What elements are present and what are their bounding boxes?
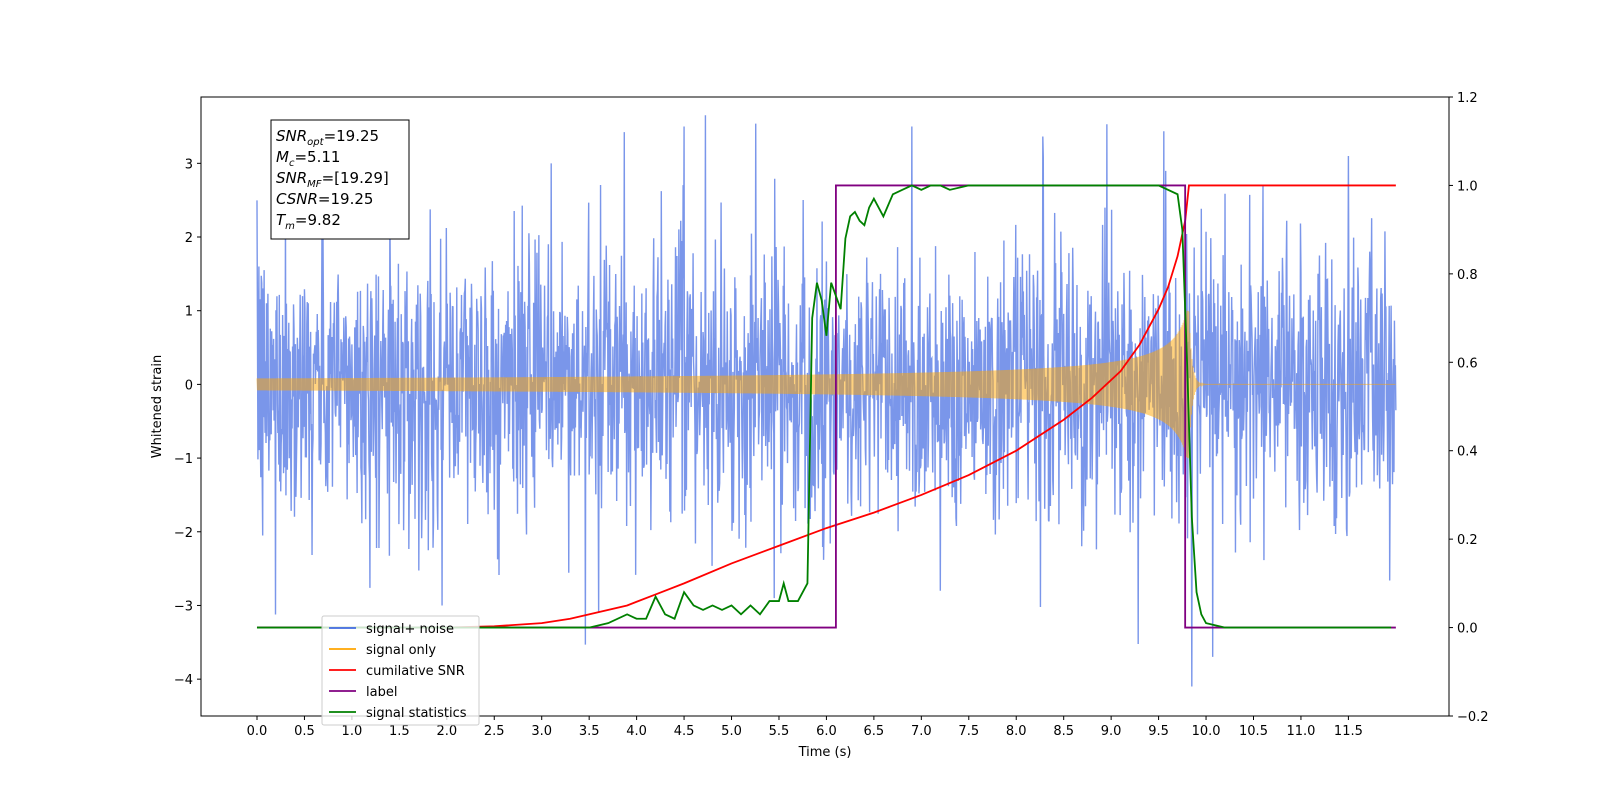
y2-tick-label: 1.0 <box>1457 179 1478 194</box>
x-tick-label: 11.5 <box>1334 724 1363 739</box>
x-tick-label: 0.0 <box>247 724 268 739</box>
y-tick-label: −4 <box>174 673 193 688</box>
legend-label: signal statistics <box>366 706 467 721</box>
x-tick-label: 9.0 <box>1101 724 1122 739</box>
y2-tick-label: 0.8 <box>1457 268 1478 283</box>
x-tick-label: 10.0 <box>1192 724 1221 739</box>
y-tick-label: −3 <box>174 599 193 614</box>
x-tick-label: 4.5 <box>674 724 695 739</box>
series-signal-statistics-line <box>256 184 1392 629</box>
legend: signal+ noise signal only cumilative SNR la… <box>321 615 480 726</box>
legend-label: cumilative SNR <box>366 664 465 679</box>
y2-tick-label: −0.2 <box>1457 710 1489 725</box>
x-tick-label: 3.5 <box>579 724 600 739</box>
y-axis-label: Whitened strain <box>150 355 165 458</box>
series-cumilative-snr-line <box>256 184 1396 629</box>
y-tick-label: 1 <box>185 305 193 320</box>
x-tick-label: 8.0 <box>1006 724 1027 739</box>
annotation-line: CSNR=19.25 <box>276 190 373 208</box>
annotation-line: SNRMF=[19.29] <box>276 169 389 190</box>
y-tick-label: 2 <box>185 231 193 246</box>
annotation-line: Mc=5.11 <box>276 148 340 169</box>
y2-tick-label: 0.2 <box>1457 533 1478 548</box>
stats-annotation-box: SNRopt=19.25Mc=5.11SNRMF=[19.29]CSNR=19.… <box>270 119 410 240</box>
y-tick-label: −1 <box>174 452 193 467</box>
y-axis-left: −4 −3 −2 −1 0 1 2 3 <box>174 157 201 688</box>
annotation-line: Tm=9.82 <box>276 211 341 232</box>
x-tick-label: 6.0 <box>816 724 837 739</box>
x-tick-label: 1.0 <box>342 724 363 739</box>
legend-label: label <box>366 685 397 700</box>
x-tick-label: 8.5 <box>1053 724 1074 739</box>
x-tick-label: 3.0 <box>531 724 552 739</box>
legend-label: signal only <box>366 643 436 658</box>
annotation-box-frame <box>270 119 410 240</box>
x-axis: 0.0 0.5 1.0 1.5 2.0 2.5 3.0 3.5 4.0 4.5 5.0 5.5 6.0 6… <box>247 716 1363 739</box>
y2-tick-label: 0.6 <box>1457 356 1478 371</box>
x-tick-label: 5.5 <box>769 724 790 739</box>
x-tick-label: 2.5 <box>484 724 505 739</box>
y2-tick-label: 1.2 <box>1457 91 1478 106</box>
y-tick-label: 3 <box>185 157 193 172</box>
x-axis-label: Time (s) <box>798 745 852 760</box>
x-tick-label: 0.5 <box>294 724 315 739</box>
x-tick-label: 9.5 <box>1148 724 1169 739</box>
y-tick-label: 0 <box>185 378 193 393</box>
series-signal-noise-line <box>256 115 1397 687</box>
x-tick-label: 7.0 <box>911 724 932 739</box>
x-tick-label: 4.0 <box>626 724 647 739</box>
annotation-line: SNRopt=19.25 <box>276 127 379 148</box>
x-tick-label: 2.0 <box>436 724 457 739</box>
y2-tick-label: 0.0 <box>1457 622 1478 637</box>
legend-label: signal+ noise <box>366 622 454 637</box>
series-signal-only-line <box>256 310 1396 459</box>
x-tick-label: 1.5 <box>389 724 410 739</box>
x-tick-label: 10.5 <box>1239 724 1268 739</box>
y2-tick-label: 0.4 <box>1457 445 1478 460</box>
legend-frame <box>321 615 480 726</box>
y-tick-label: −2 <box>174 526 193 541</box>
x-tick-label: 7.5 <box>958 724 979 739</box>
x-tick-label: 5.0 <box>721 724 742 739</box>
axes-frame <box>200 96 1450 717</box>
x-tick-label: 6.5 <box>864 724 885 739</box>
plot-area <box>256 115 1397 687</box>
y-axis-right: −0.2 0.0 0.2 0.4 0.6 0.8 1.0 1.2 <box>1449 91 1489 725</box>
x-tick-label: 11.0 <box>1286 724 1315 739</box>
